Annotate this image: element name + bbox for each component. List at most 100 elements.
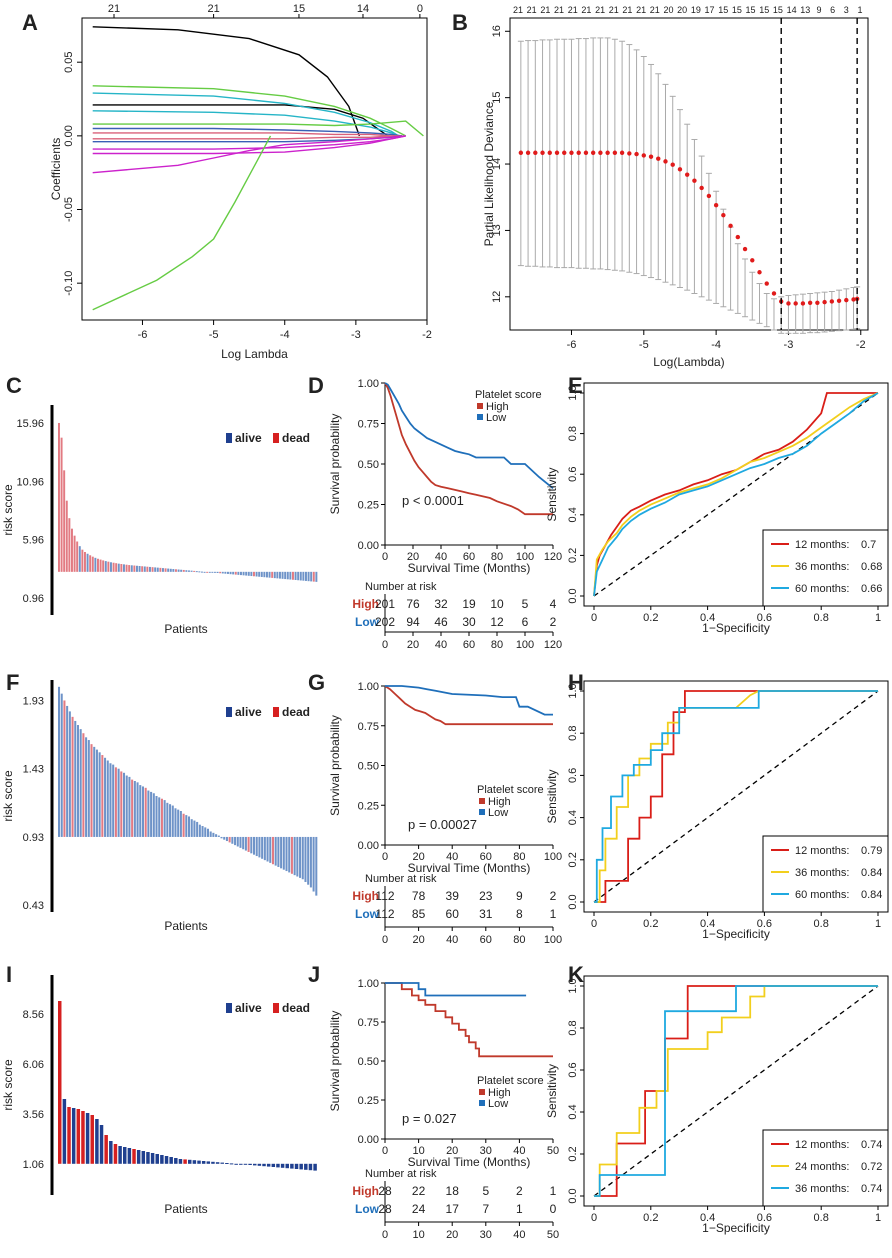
risk-bar	[286, 571, 289, 580]
risk-bar	[203, 571, 206, 573]
legend-label: Low	[486, 412, 506, 424]
legend-label: 36 months:	[795, 867, 849, 879]
coefficient-path	[92, 110, 399, 137]
risk-bar	[229, 1163, 234, 1165]
km-curve-low	[385, 685, 553, 716]
risk-bar	[258, 836, 261, 858]
risk-bar	[138, 566, 141, 572]
risk-bar	[60, 693, 63, 837]
risk-bar	[169, 1157, 173, 1164]
risk-bar	[192, 1160, 197, 1164]
panel-label-c: C	[6, 373, 22, 398]
deviance-point	[562, 150, 567, 155]
deviance-point	[533, 150, 538, 155]
risk-bar	[95, 749, 98, 837]
risk-bar	[101, 755, 104, 837]
y-axis-label: Sensitivity	[545, 769, 559, 823]
risk-count: 22	[412, 1184, 426, 1198]
x-tick-label: 0.6	[757, 1212, 772, 1224]
y-tick-label: 0.8	[567, 1020, 579, 1035]
deviance-point	[612, 150, 618, 155]
risk-bar	[211, 571, 214, 573]
risk-bar	[281, 571, 284, 579]
risk-bar	[106, 760, 109, 837]
risk-count: 94	[406, 615, 420, 629]
deviance-point	[576, 150, 581, 155]
deviance-point	[786, 301, 791, 306]
risk-bar	[274, 836, 277, 866]
risk-bar	[276, 571, 279, 579]
legend-box	[762, 529, 889, 607]
km-curve-low	[385, 982, 527, 997]
legend-label: 36 months:	[795, 561, 849, 573]
chart-c-risk-bars: 15.96 10.96 5.96 0.96 risk score Patients aliv…	[1, 405, 318, 636]
x-tick-label: 0	[591, 612, 597, 624]
risk-bar	[227, 571, 229, 574]
risk-bar	[58, 686, 61, 837]
x-tick-label: -6	[138, 329, 148, 341]
risk-bar	[193, 820, 196, 837]
risk-bar	[211, 1161, 215, 1164]
deviance-point	[757, 270, 762, 275]
risk-bar	[244, 836, 247, 851]
risk-bar	[120, 564, 123, 572]
x-axis-label: Survival Time (Months)	[408, 1155, 531, 1169]
risk-count: 85	[412, 907, 426, 921]
chart-f-risk-bars: 1.93 1.43 0.93 0.43 risk score Patients alive d…	[1, 680, 318, 933]
risk-bar	[266, 571, 268, 578]
p-value: p < 0.0001	[402, 493, 464, 508]
y-tick-label: 0.0	[567, 894, 579, 909]
risk-bar	[164, 1156, 169, 1164]
deviance-point	[721, 212, 726, 218]
legend-label: 36 months:	[795, 1183, 849, 1195]
plot-frame	[583, 975, 889, 1207]
risk-bar	[94, 557, 97, 572]
panel-label-e: E	[568, 373, 583, 398]
y-tick-label: 1.00	[358, 978, 379, 990]
risk-row-label: Low	[355, 615, 380, 629]
risk-bar	[206, 571, 209, 573]
risk-bar	[236, 836, 239, 847]
risk-x-tick-label: 20	[407, 639, 419, 651]
top-count-label: 20	[677, 5, 687, 15]
risk-bar	[243, 1163, 248, 1165]
risk-bar	[299, 571, 302, 581]
risk-bar	[118, 1146, 122, 1164]
risk-bar	[63, 700, 66, 837]
risk-x-tick-label: 120	[544, 639, 562, 651]
risk-bar	[201, 1161, 206, 1164]
risk-bar	[125, 775, 128, 837]
risk-bar	[182, 813, 185, 837]
y-tick-label: 0.05	[63, 51, 75, 72]
deviance-point	[815, 300, 820, 305]
plot-frame	[583, 680, 889, 913]
km-curve-low	[384, 382, 554, 490]
km-curve-high	[385, 982, 553, 1058]
roc-curve	[594, 985, 878, 1197]
deviance-point	[829, 299, 835, 304]
risk-x-tick-label: 40	[446, 934, 458, 946]
x-tick-label: 0.8	[814, 1212, 829, 1224]
p-value: p = 0.00027	[408, 817, 477, 832]
risk-bar	[271, 571, 274, 578]
risk-bar	[81, 549, 84, 572]
deviance-point	[598, 150, 603, 155]
deviance-point	[518, 150, 524, 155]
risk-bar	[232, 571, 235, 575]
risk-bar	[219, 571, 222, 574]
risk-bar	[158, 797, 161, 837]
deviance-point	[822, 299, 827, 305]
coefficient-path	[92, 85, 407, 137]
y-tick-label: 0.4	[567, 1104, 579, 1119]
risk-bar	[85, 1113, 90, 1164]
risk-count: 39	[446, 889, 460, 903]
risk-bar	[315, 836, 318, 896]
risk-bar	[97, 558, 99, 572]
y-axis-label: Coefficients	[49, 138, 63, 200]
risk-bar	[206, 828, 209, 837]
x-axis-label: Patients	[164, 1202, 207, 1216]
risk-bar	[143, 566, 146, 572]
risk-bar	[107, 561, 110, 572]
